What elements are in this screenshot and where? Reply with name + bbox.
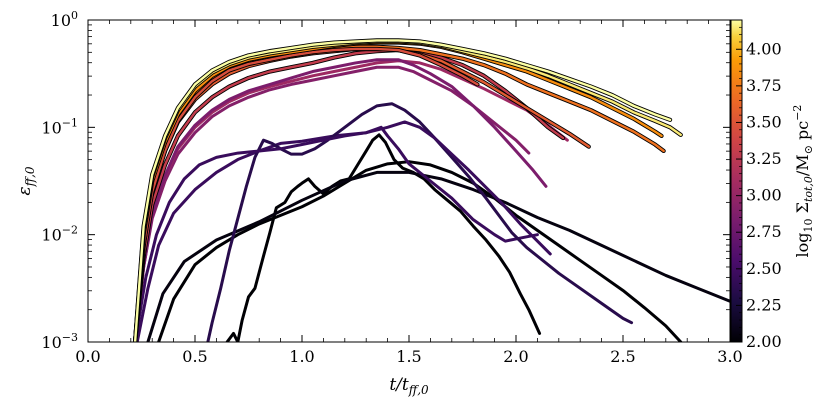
y-axis-label: εff,0 bbox=[15, 166, 37, 195]
x-tick-label: 0.5 bbox=[182, 347, 207, 366]
cb-tick-label: 3.25 bbox=[746, 149, 782, 168]
colorbar-ticks: 2.00 2.25 2.50 2.75 3.00 3.25 3.50 3.75 4.00 bbox=[736, 19, 782, 351]
series-line-s16 bbox=[133, 39, 672, 342]
svg-text:εff,0: εff,0 bbox=[15, 166, 37, 195]
y-tick-label: 100 bbox=[51, 9, 78, 30]
x-axis-ticks: 0.0 0.5 1.0 1.5 2.0 2.5 3.0 bbox=[75, 20, 743, 366]
series-line-s4 bbox=[135, 125, 539, 342]
series-line-s13 bbox=[133, 47, 479, 342]
y-tick-label: 10−3 bbox=[41, 331, 78, 352]
series-line-s10 bbox=[133, 48, 565, 342]
x-tick-label: 1.0 bbox=[289, 347, 314, 366]
series-line-s3 bbox=[146, 170, 730, 342]
colorbar-label: log10 Σtot,0/M⊙ pc−2 bbox=[791, 105, 815, 258]
cb-tick-label: 2.50 bbox=[746, 259, 782, 278]
x-axis-label: t/tff,0 bbox=[389, 375, 429, 397]
svg-text:log10 Σtot,0/M⊙ pc−2: log10 Σtot,0/M⊙ pc−2 bbox=[791, 105, 815, 258]
series-line-s15 bbox=[133, 40, 682, 342]
series-lines bbox=[132, 38, 730, 342]
cb-tick-label: 3.00 bbox=[746, 186, 782, 205]
y-tick-label: 10−1 bbox=[41, 116, 78, 137]
series-line-s7 bbox=[133, 65, 531, 342]
y-tick-label: 10−2 bbox=[41, 224, 78, 245]
x-tick-label: 2.5 bbox=[610, 347, 635, 366]
cb-tick-label: 2.25 bbox=[746, 295, 782, 314]
series-line-s11 bbox=[133, 47, 590, 342]
x-tick-label: 2.0 bbox=[503, 347, 528, 366]
cb-tick-label: 2.75 bbox=[746, 222, 782, 241]
cb-tick-label: 3.50 bbox=[746, 112, 782, 131]
y-axis-ticks: 10−3 10−2 10−1 100 bbox=[41, 9, 730, 352]
x-tick-label: 1.5 bbox=[396, 347, 421, 366]
cb-tick-label: 2.00 bbox=[746, 332, 782, 351]
series-outline-s15 bbox=[132, 39, 683, 342]
x-tick-label: 0.0 bbox=[75, 347, 100, 366]
cb-tick-label: 4.00 bbox=[746, 39, 782, 58]
series-line-s2 bbox=[157, 160, 683, 342]
x-tick-label: 3.0 bbox=[717, 347, 742, 366]
series-line-s5 bbox=[206, 102, 634, 342]
series-line-s9 bbox=[133, 58, 548, 342]
cb-tick-label: 3.75 bbox=[746, 76, 782, 95]
series-line-s6 bbox=[133, 120, 552, 342]
